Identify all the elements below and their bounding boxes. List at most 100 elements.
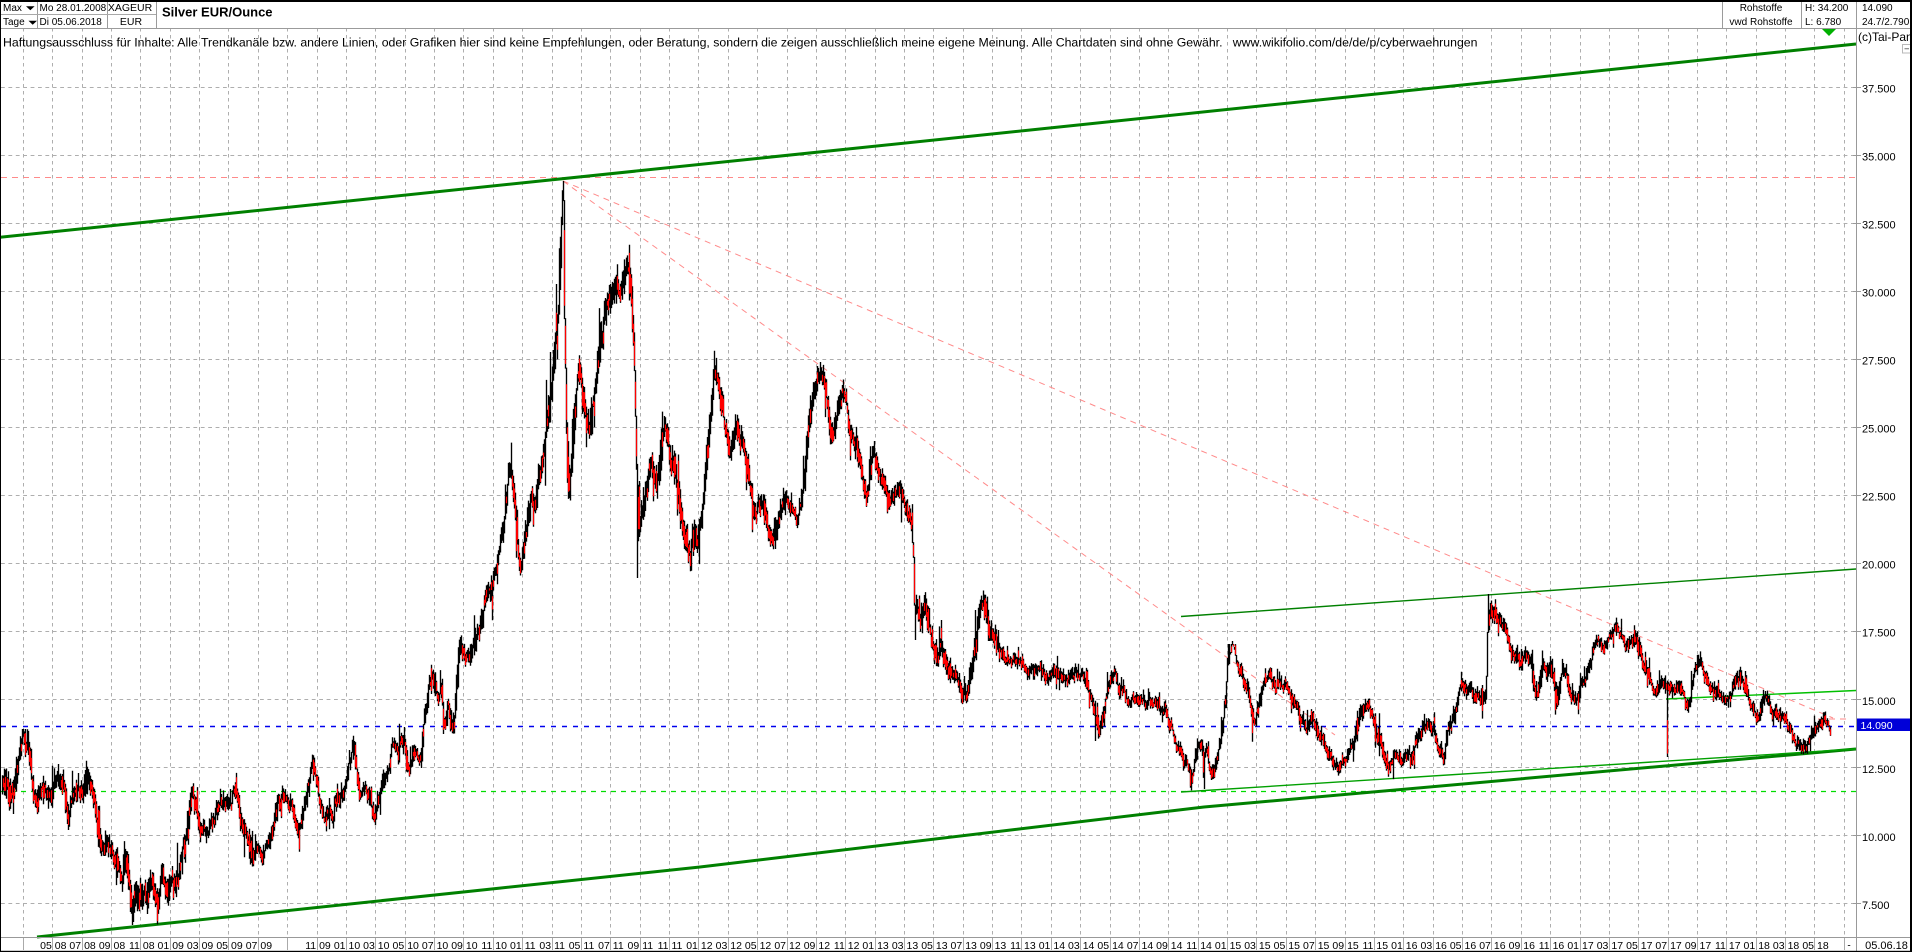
svg-text:17: 17 — [1700, 940, 1712, 952]
svg-text:15: 15 — [1259, 940, 1271, 952]
svg-text:15: 15 — [1318, 940, 1330, 952]
svg-text:EUR: EUR — [120, 16, 143, 28]
svg-text:09: 09 — [1156, 940, 1168, 952]
svg-text:07: 07 — [951, 940, 963, 952]
svg-text:05: 05 — [1450, 940, 1462, 952]
svg-text:03: 03 — [716, 940, 728, 952]
svg-text:05: 05 — [216, 940, 228, 952]
svg-text:05.06.18: 05.06.18 — [1865, 940, 1908, 952]
svg-text:03: 03 — [1421, 940, 1433, 952]
svg-text:11: 11 — [554, 940, 565, 952]
svg-text:30.000: 30.000 — [1862, 287, 1896, 299]
svg-text:7.500: 7.500 — [1862, 900, 1890, 912]
svg-text:-: - — [1847, 941, 1850, 952]
svg-text:07: 07 — [1127, 940, 1139, 952]
svg-text:11: 11 — [1715, 940, 1726, 952]
svg-text:15: 15 — [1230, 940, 1242, 952]
svg-text:13: 13 — [907, 940, 919, 952]
svg-text:01: 01 — [334, 940, 346, 952]
svg-text:03: 03 — [1597, 940, 1609, 952]
svg-text:09: 09 — [172, 940, 184, 952]
svg-text:16: 16 — [1494, 940, 1506, 952]
svg-text:10: 10 — [466, 940, 478, 952]
svg-text:vwd Rohstoffe: vwd Rohstoffe — [1729, 17, 1793, 28]
svg-text:15.000: 15.000 — [1862, 696, 1896, 708]
svg-text:01: 01 — [1391, 940, 1403, 952]
svg-text:03: 03 — [363, 940, 375, 952]
svg-text:05: 05 — [921, 940, 933, 952]
svg-text:05: 05 — [393, 940, 405, 952]
svg-text:18: 18 — [1817, 940, 1829, 952]
svg-text:03: 03 — [1773, 940, 1785, 952]
svg-text:13: 13 — [995, 940, 1007, 952]
svg-text:08: 08 — [55, 940, 67, 952]
svg-text:08: 08 — [143, 940, 155, 952]
svg-text:17: 17 — [1729, 940, 1741, 952]
svg-text:10: 10 — [407, 940, 419, 952]
svg-text:Silver EUR/Ounce: Silver EUR/Ounce — [162, 5, 273, 20]
svg-text:(c)Tai-Pan: (c)Tai-Pan — [1858, 30, 1912, 44]
svg-text:09: 09 — [319, 940, 331, 952]
svg-text:Di 05.06.2018: Di 05.06.2018 — [40, 17, 103, 28]
svg-text:11: 11 — [1010, 940, 1021, 952]
svg-text:07: 07 — [1655, 940, 1667, 952]
svg-text:22.500: 22.500 — [1862, 492, 1896, 504]
svg-text:17: 17 — [1641, 940, 1653, 952]
svg-text:17: 17 — [1670, 940, 1682, 952]
svg-text:18: 18 — [1788, 940, 1800, 952]
svg-text:13: 13 — [1024, 940, 1036, 952]
svg-text:10: 10 — [437, 940, 449, 952]
svg-text:17: 17 — [1582, 940, 1594, 952]
svg-text:16: 16 — [1435, 940, 1447, 952]
svg-text:01: 01 — [1744, 940, 1756, 952]
svg-text:11: 11 — [642, 940, 653, 952]
svg-text:05: 05 — [1626, 940, 1638, 952]
svg-text:01: 01 — [686, 940, 698, 952]
svg-text:09: 09 — [99, 940, 111, 952]
svg-text:12.500: 12.500 — [1862, 764, 1896, 776]
svg-text:15: 15 — [1347, 940, 1359, 952]
svg-text:15: 15 — [1288, 940, 1300, 952]
svg-text:11: 11 — [613, 940, 624, 952]
svg-text:14.090: 14.090 — [1861, 720, 1893, 732]
svg-text:01: 01 — [1567, 940, 1579, 952]
svg-text:03: 03 — [1068, 940, 1080, 952]
svg-text:11: 11 — [1539, 940, 1550, 952]
svg-text:11: 11 — [525, 940, 536, 952]
svg-text:13: 13 — [965, 940, 977, 952]
svg-text:09: 09 — [231, 940, 243, 952]
svg-text:07: 07 — [774, 940, 786, 952]
svg-text:25.000: 25.000 — [1862, 424, 1896, 436]
svg-text:16: 16 — [1406, 940, 1418, 952]
svg-text:10.000: 10.000 — [1862, 832, 1896, 844]
svg-text:18: 18 — [1758, 940, 1770, 952]
svg-text:16: 16 — [1465, 940, 1477, 952]
svg-text:05: 05 — [40, 940, 52, 952]
svg-text:H: 34.200: H: 34.200 — [1805, 3, 1849, 14]
svg-text:11: 11 — [1362, 940, 1373, 952]
svg-text:12: 12 — [848, 940, 860, 952]
svg-text:10: 10 — [378, 940, 390, 952]
svg-text:05: 05 — [1274, 940, 1286, 952]
svg-text:09: 09 — [1509, 940, 1521, 952]
svg-text:L: 6.780: L: 6.780 — [1805, 17, 1842, 28]
svg-text:11: 11 — [129, 940, 140, 952]
svg-text:09: 09 — [1332, 940, 1344, 952]
svg-text:27.500: 27.500 — [1862, 356, 1896, 368]
svg-text:12: 12 — [818, 940, 830, 952]
svg-text:32.500: 32.500 — [1862, 219, 1896, 231]
svg-text:09: 09 — [1685, 940, 1697, 952]
svg-text:05: 05 — [745, 940, 757, 952]
svg-text:Max: Max — [3, 3, 22, 14]
svg-text:08: 08 — [114, 940, 126, 952]
svg-text:14.090: 14.090 — [1862, 3, 1893, 14]
svg-text:12: 12 — [701, 940, 713, 952]
svg-text:12: 12 — [789, 940, 801, 952]
svg-text:01: 01 — [158, 940, 170, 952]
svg-text:13: 13 — [936, 940, 948, 952]
svg-text:03: 03 — [1244, 940, 1256, 952]
svg-text:09: 09 — [451, 940, 463, 952]
svg-text:07: 07 — [1303, 940, 1315, 952]
svg-text:09: 09 — [202, 940, 214, 952]
svg-text:17: 17 — [1611, 940, 1623, 952]
